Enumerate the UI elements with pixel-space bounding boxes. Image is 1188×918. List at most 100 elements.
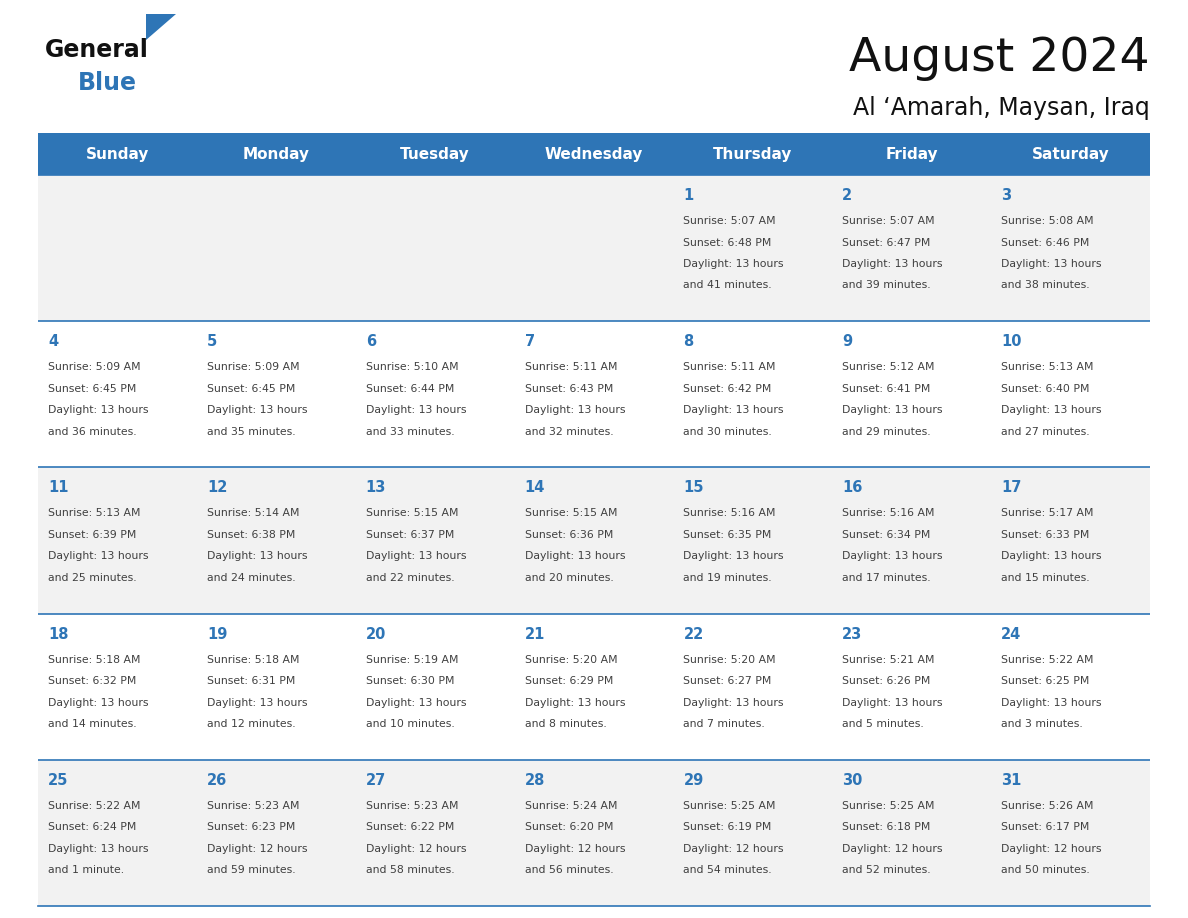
Text: Daylight: 13 hours: Daylight: 13 hours (525, 552, 625, 562)
Text: Sunset: 6:37 PM: Sunset: 6:37 PM (366, 530, 454, 540)
Text: Daylight: 13 hours: Daylight: 13 hours (366, 552, 466, 562)
Text: Daylight: 13 hours: Daylight: 13 hours (842, 698, 943, 708)
Text: Sunrise: 5:22 AM: Sunrise: 5:22 AM (48, 800, 140, 811)
Text: 8: 8 (683, 334, 694, 349)
Text: 30: 30 (842, 773, 862, 788)
Text: Sunset: 6:45 PM: Sunset: 6:45 PM (207, 384, 296, 394)
Text: Sunrise: 5:18 AM: Sunrise: 5:18 AM (48, 655, 140, 665)
Text: and 50 minutes.: and 50 minutes. (1001, 866, 1089, 875)
Text: and 38 minutes.: and 38 minutes. (1001, 281, 1089, 290)
Text: Friday: Friday (885, 147, 939, 162)
Text: 14: 14 (525, 480, 545, 496)
Text: Daylight: 13 hours: Daylight: 13 hours (1001, 259, 1101, 269)
Text: 21: 21 (525, 627, 545, 642)
Text: Sunset: 6:27 PM: Sunset: 6:27 PM (683, 676, 772, 686)
Text: Sunrise: 5:11 AM: Sunrise: 5:11 AM (683, 363, 776, 372)
Text: Sunrise: 5:15 AM: Sunrise: 5:15 AM (366, 509, 459, 519)
Text: Sunset: 6:46 PM: Sunset: 6:46 PM (1001, 238, 1089, 248)
Text: Daylight: 13 hours: Daylight: 13 hours (683, 405, 784, 415)
Text: Sunset: 6:17 PM: Sunset: 6:17 PM (1001, 823, 1089, 833)
Text: Sunrise: 5:10 AM: Sunrise: 5:10 AM (366, 363, 459, 372)
Text: Saturday: Saturday (1031, 147, 1110, 162)
Text: and 15 minutes.: and 15 minutes. (1001, 573, 1089, 583)
Text: Sunset: 6:42 PM: Sunset: 6:42 PM (683, 384, 772, 394)
Text: Daylight: 13 hours: Daylight: 13 hours (1001, 698, 1101, 708)
Text: Sunset: 6:25 PM: Sunset: 6:25 PM (1001, 676, 1089, 686)
Bar (38, 760, 1150, 906)
Text: Daylight: 12 hours: Daylight: 12 hours (842, 844, 943, 854)
Bar (38, 321, 1150, 467)
Text: 26: 26 (207, 773, 227, 788)
Text: Sunset: 6:35 PM: Sunset: 6:35 PM (683, 530, 772, 540)
Text: and 35 minutes.: and 35 minutes. (207, 427, 296, 437)
Text: Tuesday: Tuesday (400, 147, 470, 162)
Text: 15: 15 (683, 480, 704, 496)
Text: Thursday: Thursday (713, 147, 792, 162)
Text: Sunrise: 5:23 AM: Sunrise: 5:23 AM (366, 800, 459, 811)
Text: Daylight: 13 hours: Daylight: 13 hours (842, 405, 943, 415)
Text: Sunset: 6:32 PM: Sunset: 6:32 PM (48, 676, 137, 686)
Text: Daylight: 13 hours: Daylight: 13 hours (842, 259, 943, 269)
Text: and 29 minutes.: and 29 minutes. (842, 427, 931, 437)
Text: Daylight: 13 hours: Daylight: 13 hours (683, 552, 784, 562)
Text: Sunrise: 5:15 AM: Sunrise: 5:15 AM (525, 509, 617, 519)
Text: Sunset: 6:41 PM: Sunset: 6:41 PM (842, 384, 930, 394)
Text: 28: 28 (525, 773, 545, 788)
Text: Sunset: 6:48 PM: Sunset: 6:48 PM (683, 238, 772, 248)
Text: Daylight: 13 hours: Daylight: 13 hours (366, 698, 466, 708)
Text: Daylight: 13 hours: Daylight: 13 hours (48, 405, 148, 415)
Text: Daylight: 13 hours: Daylight: 13 hours (683, 698, 784, 708)
Text: Daylight: 12 hours: Daylight: 12 hours (366, 844, 466, 854)
Text: Sunrise: 5:11 AM: Sunrise: 5:11 AM (525, 363, 617, 372)
Text: 22: 22 (683, 627, 703, 642)
Text: Blue: Blue (78, 71, 137, 95)
Text: Sunset: 6:31 PM: Sunset: 6:31 PM (207, 676, 296, 686)
Text: 24: 24 (1001, 627, 1022, 642)
Text: 29: 29 (683, 773, 703, 788)
Text: 4: 4 (48, 334, 58, 349)
Text: Daylight: 13 hours: Daylight: 13 hours (48, 552, 148, 562)
Text: and 39 minutes.: and 39 minutes. (842, 281, 931, 290)
Text: 5: 5 (207, 334, 217, 349)
Text: Monday: Monday (242, 147, 310, 162)
Text: 23: 23 (842, 627, 862, 642)
Text: Sunrise: 5:14 AM: Sunrise: 5:14 AM (207, 509, 299, 519)
Text: Sunset: 6:26 PM: Sunset: 6:26 PM (842, 676, 930, 686)
Polygon shape (146, 14, 176, 40)
Text: Daylight: 13 hours: Daylight: 13 hours (48, 698, 148, 708)
Text: and 3 minutes.: and 3 minutes. (1001, 719, 1083, 729)
Text: Daylight: 12 hours: Daylight: 12 hours (683, 844, 784, 854)
Text: Al ‘Amarah, Maysan, Iraq: Al ‘Amarah, Maysan, Iraq (853, 96, 1150, 120)
Text: Sunset: 6:43 PM: Sunset: 6:43 PM (525, 384, 613, 394)
Text: Sunrise: 5:25 AM: Sunrise: 5:25 AM (683, 800, 776, 811)
Text: 18: 18 (48, 627, 69, 642)
Text: and 17 minutes.: and 17 minutes. (842, 573, 931, 583)
FancyBboxPatch shape (38, 133, 1150, 175)
Text: Sunrise: 5:20 AM: Sunrise: 5:20 AM (683, 655, 776, 665)
Text: and 32 minutes.: and 32 minutes. (525, 427, 613, 437)
Text: 19: 19 (207, 627, 227, 642)
Text: Sunset: 6:36 PM: Sunset: 6:36 PM (525, 530, 613, 540)
Text: Sunrise: 5:07 AM: Sunrise: 5:07 AM (683, 216, 776, 226)
Text: 10: 10 (1001, 334, 1022, 349)
Text: 13: 13 (366, 480, 386, 496)
Text: Sunrise: 5:09 AM: Sunrise: 5:09 AM (48, 363, 140, 372)
Text: Sunset: 6:30 PM: Sunset: 6:30 PM (366, 676, 454, 686)
Text: Sunset: 6:39 PM: Sunset: 6:39 PM (48, 530, 137, 540)
Text: Daylight: 13 hours: Daylight: 13 hours (207, 698, 308, 708)
Text: Daylight: 13 hours: Daylight: 13 hours (48, 844, 148, 854)
Text: Sunset: 6:20 PM: Sunset: 6:20 PM (525, 823, 613, 833)
Text: and 41 minutes.: and 41 minutes. (683, 281, 772, 290)
Text: Sunrise: 5:16 AM: Sunrise: 5:16 AM (842, 509, 935, 519)
Text: 1: 1 (683, 188, 694, 203)
Text: and 22 minutes.: and 22 minutes. (366, 573, 454, 583)
Text: and 19 minutes.: and 19 minutes. (683, 573, 772, 583)
Text: and 20 minutes.: and 20 minutes. (525, 573, 613, 583)
Text: and 52 minutes.: and 52 minutes. (842, 866, 931, 875)
Text: Sunrise: 5:13 AM: Sunrise: 5:13 AM (1001, 363, 1094, 372)
Text: 11: 11 (48, 480, 69, 496)
Text: Sunset: 6:45 PM: Sunset: 6:45 PM (48, 384, 137, 394)
Text: Daylight: 13 hours: Daylight: 13 hours (366, 405, 466, 415)
Text: Sunrise: 5:21 AM: Sunrise: 5:21 AM (842, 655, 935, 665)
Text: Sunset: 6:33 PM: Sunset: 6:33 PM (1001, 530, 1089, 540)
